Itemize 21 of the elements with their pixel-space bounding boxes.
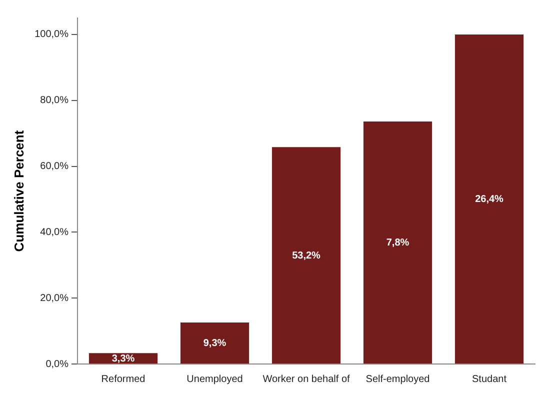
bar bbox=[180, 322, 250, 364]
annotation: 53,2% bbox=[292, 250, 321, 262]
x-tick-label: Self-employed bbox=[366, 374, 430, 385]
x-tick-label: Studant bbox=[472, 374, 507, 385]
y-tick-label: 60,0% bbox=[40, 161, 69, 172]
annotation: 7,8% bbox=[386, 237, 410, 248]
bar bbox=[272, 147, 341, 364]
y-tick-label: 40,0% bbox=[40, 226, 69, 238]
y-tick-label: 80,0% bbox=[40, 95, 69, 106]
annotation: 3,3% bbox=[112, 353, 135, 364]
annotation: 9,3% bbox=[203, 338, 226, 349]
x-tick-label: Reformed bbox=[101, 374, 146, 385]
x-tick-label: Unemployed bbox=[186, 374, 243, 385]
bar bbox=[363, 121, 432, 364]
annotation: 26,4% bbox=[475, 194, 504, 205]
y-tick-label: 0,0% bbox=[46, 358, 69, 370]
x-tick-label: Worker on behalf of bbox=[262, 374, 350, 385]
y-axis-title: Cumulative Percent bbox=[11, 130, 26, 252]
y-tick-label: 100,0% bbox=[34, 29, 69, 40]
y-tick-label: 20,0% bbox=[40, 292, 69, 304]
bar bbox=[454, 34, 524, 364]
